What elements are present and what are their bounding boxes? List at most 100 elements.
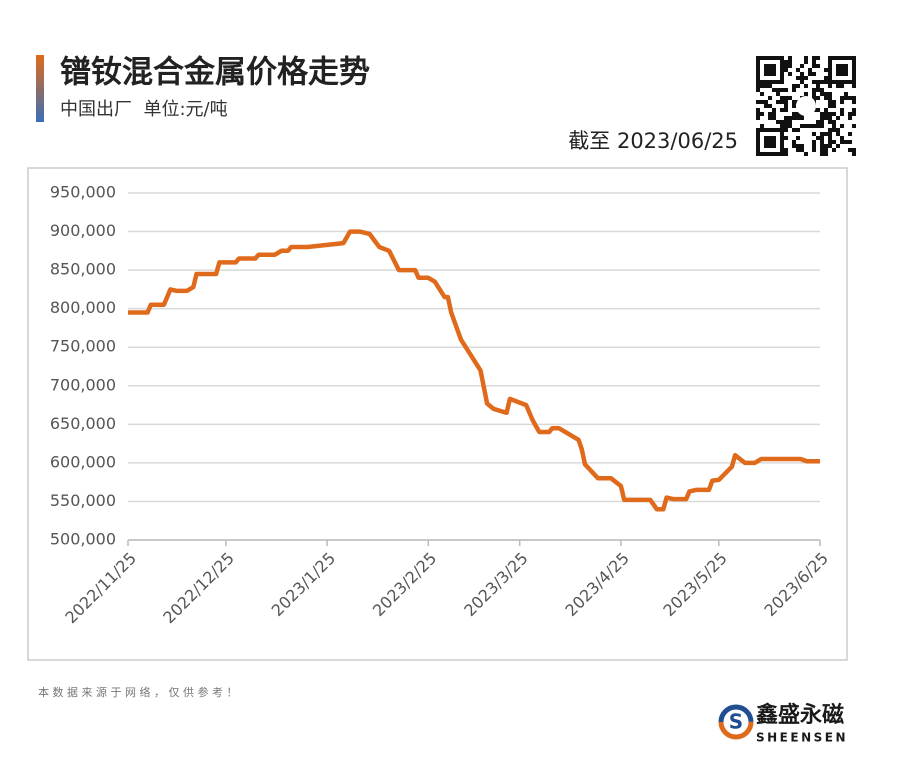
qr-cell [764,84,768,88]
qr-cell [784,68,788,72]
qr-cell [792,144,796,148]
qr-cell [816,64,820,68]
qr-cell [784,100,788,104]
qr-cell [772,88,776,92]
qr-cell [836,84,840,88]
y-tick-label: 800,000 [50,298,116,317]
qr-cell [768,84,772,88]
qr-cell [820,132,824,136]
qr-cell [812,72,816,76]
qr-cell [812,124,816,128]
qr-cell [832,148,836,152]
qr-cell [836,132,840,136]
qr-cell [800,124,804,128]
qr-cell [796,144,800,148]
qr-cell [848,132,852,136]
qr-cell [852,148,856,152]
qr-cell [792,128,796,132]
qr-cell [824,96,828,100]
qr-cell [796,136,800,140]
qr-cell [816,88,820,92]
qr-cell [828,96,832,100]
qr-cell [776,88,780,92]
qr-cell [788,60,792,64]
qr-cell [852,152,856,156]
date-note: 截至 2023/06/25 [568,129,738,153]
y-tick-label: 600,000 [50,452,116,471]
qr-cell [784,136,788,140]
qr-cell [784,96,788,100]
qr-finder [756,128,784,156]
x-tick-label: 2022/11/25 [61,549,140,628]
qr-cell [820,136,824,140]
qr-cell [828,140,832,144]
qr-cell [812,144,816,148]
qr-cell [812,96,816,100]
qr-cell [780,120,784,124]
qr-cell [824,92,828,96]
qr-cell [816,136,820,140]
qr-cell [844,92,848,96]
qr-cell [824,108,828,112]
qr-cell [764,104,768,108]
qr-cell [840,112,844,116]
subtitle: 中国出厂 单位:元/吨 [60,99,228,120]
qr-cell [772,112,776,116]
qr-cell [812,64,816,68]
qr-cell [816,96,820,100]
qr-cell [768,96,772,100]
qr-cell [816,84,820,88]
qr-cell [788,64,792,68]
qr-cell [808,124,812,128]
qr-cell [788,124,792,128]
qr-cell [848,140,852,144]
qr-cell [820,144,824,148]
brand-latin: SHEENSEN [756,731,848,745]
qr-cell [796,112,800,116]
qr-cell [820,116,824,120]
chart-frame [27,167,848,661]
y-tick-label: 850,000 [50,260,116,279]
qr-cell [820,152,824,156]
qr-cell [824,68,828,72]
qr-cell [764,100,768,104]
qr-cell [776,120,780,124]
qr-cell [808,68,812,72]
qr-cell [768,104,772,108]
qr-cell [772,116,776,120]
qr-cell [844,96,848,100]
qr-cell [832,128,836,132]
qr-cell [756,88,760,92]
brand-name: 鑫盛永磁 [756,702,844,728]
qr-cell [832,112,836,116]
qr-cell [788,120,792,124]
qr-cell [812,88,816,92]
qr-cell [800,76,804,80]
qr-cell [792,116,796,120]
qr-cell [816,108,820,112]
qr-cell [784,104,788,108]
qr-cell [820,112,824,116]
qr-cell [796,76,800,80]
qr-cell [784,124,788,128]
qr-cell [780,108,784,112]
qr-cell [784,148,788,152]
qr-cell [824,112,828,116]
qr-cell [784,108,788,112]
qr-cell [840,100,844,104]
qr-cell [828,112,832,116]
y-tick-label: 500,000 [50,530,116,549]
qr-cell [820,148,824,152]
qr-cell [824,80,828,84]
qr-cell [760,84,764,88]
y-tick-label: 700,000 [50,375,116,394]
qr-cell [812,132,816,136]
qr-cell [828,116,832,120]
x-tick-label: 2023/4/25 [561,549,632,620]
qr-cell [760,100,764,104]
qr-cell [828,144,832,148]
qr-cell [756,116,760,120]
qr-cell [824,144,828,148]
qr-cell [792,84,796,88]
qr-cell [792,104,796,108]
